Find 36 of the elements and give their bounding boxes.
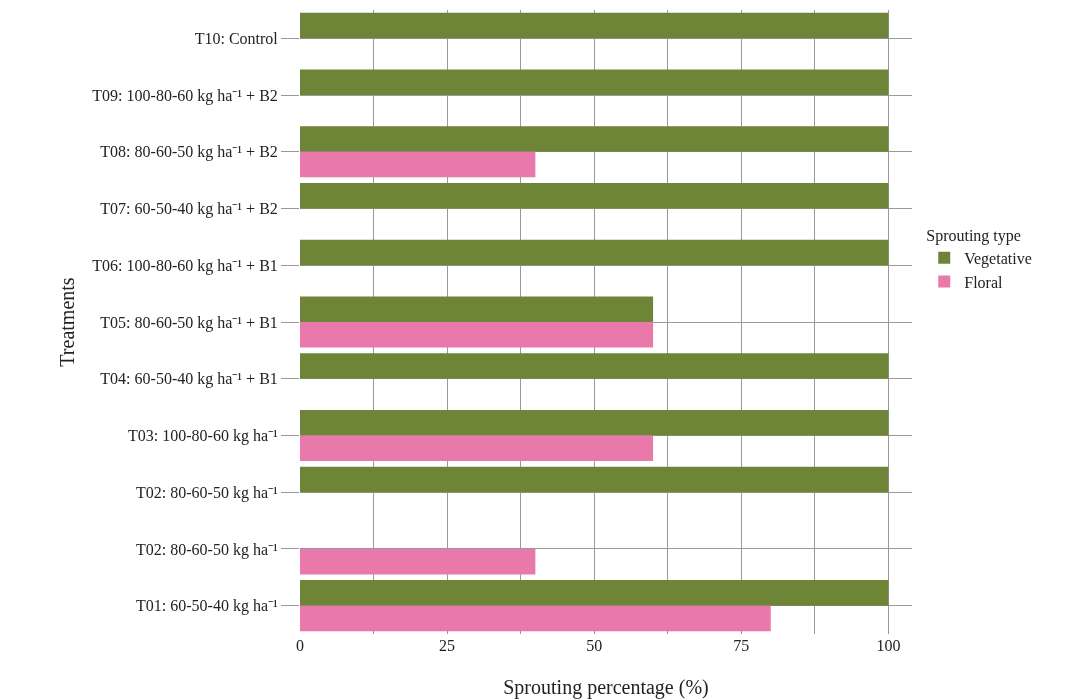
bar — [300, 151, 536, 178]
x-axis-title: Sprouting percentage (%) — [503, 676, 709, 699]
y-tick-label: T07: 60-50-40 kg ha⁻¹ + B2 — [100, 200, 278, 219]
y-tick-label: T02: 80-60-50 kg ha⁻¹ — [136, 540, 278, 559]
bar — [300, 322, 654, 348]
bar — [300, 183, 889, 209]
y-tick-label: T08: 80-60-50 kg ha⁻¹ + B2 — [100, 143, 278, 162]
y-tick-label: T04: 60-50-40 kg ha⁻¹ + B1 — [100, 370, 278, 389]
y-tick-label: T03: 100-80-60 kg ha⁻¹ — [128, 427, 278, 446]
x-tick-label: 0 — [296, 637, 304, 654]
legend-label: Vegetative — [964, 250, 1032, 269]
bar — [300, 296, 654, 322]
y-tick-label: T01: 60-50-40 kg ha⁻¹ — [136, 597, 278, 616]
bar — [300, 69, 889, 96]
bar — [300, 605, 771, 632]
y-tick-label: T05: 80-60-50 kg ha⁻¹ + B1 — [100, 313, 278, 332]
x-tick-label: 50 — [586, 637, 603, 654]
bar — [300, 126, 889, 152]
y-tick-label: T09: 100-80-60 kg ha⁻¹ + B2 — [92, 86, 278, 105]
x-tick-label: 25 — [439, 637, 456, 654]
bar — [300, 580, 889, 606]
legend-title: Sprouting type — [926, 226, 1021, 245]
bar — [300, 548, 536, 575]
bar — [300, 435, 654, 461]
y-tick-label: T10: Control — [194, 29, 279, 47]
bar — [300, 239, 889, 266]
y-axis-title: Treatments — [55, 277, 78, 367]
bar — [300, 12, 889, 39]
bar — [300, 466, 889, 493]
bar — [300, 353, 889, 379]
bar — [300, 409, 889, 436]
x-tick-label: 100 — [876, 637, 901, 654]
legend-label: Floral — [964, 273, 1004, 291]
y-tick-label: T02: 80-60-50 kg ha⁻¹ — [136, 483, 278, 502]
y-tick-label: T06: 100-80-60 kg ha⁻¹ + B1 — [92, 256, 278, 275]
x-tick-label: 75 — [733, 637, 750, 654]
